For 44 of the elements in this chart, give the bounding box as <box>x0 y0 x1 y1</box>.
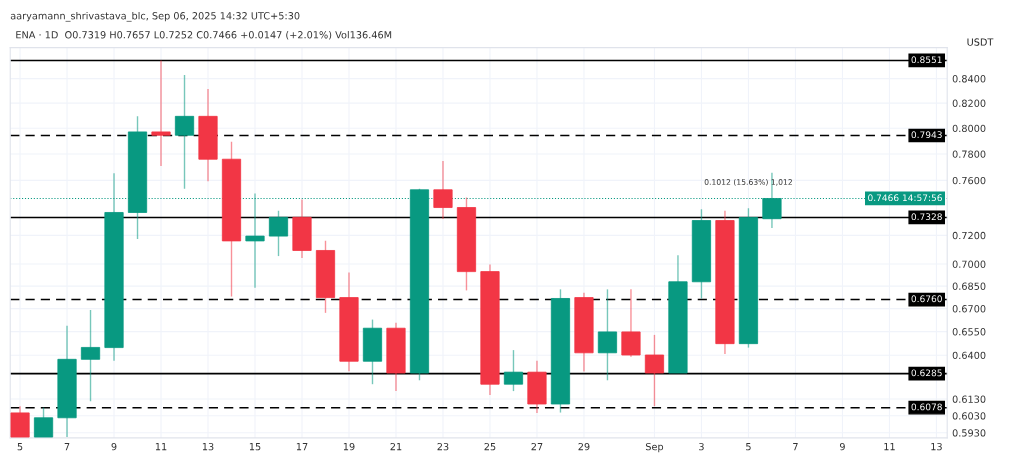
y-tick-label: 0.7600 <box>952 176 986 185</box>
x-tick-label: 19 <box>343 442 355 451</box>
x-tick-label: 3 <box>699 442 704 451</box>
x-tick-label: 25 <box>484 442 496 451</box>
y-tick-label: 0.8000 <box>952 124 986 133</box>
y-tick-label: 0.8400 <box>952 75 986 83</box>
x-tick-label: 27 <box>531 442 543 451</box>
y-tick-label: 0.6700 <box>952 305 986 313</box>
ref-line-label: 0.6760 <box>911 295 942 303</box>
x-tick-label: 5 <box>746 443 751 451</box>
y-tick-label: 0.8200 <box>952 99 986 107</box>
x-tick-label: 11 <box>884 443 895 451</box>
x-tick-label: 9 <box>111 442 117 451</box>
y-tick-label: 0.6550 <box>952 328 986 336</box>
x-tick-label: 5 <box>17 443 23 451</box>
ref-line-label: 0.8551 <box>911 56 942 64</box>
y-tick-label: 0.6850 <box>952 282 986 290</box>
y-tick-label: 0.6130 <box>952 395 986 403</box>
x-tick-label: 15 <box>249 443 261 451</box>
y-tick-label: 0.7200 <box>952 231 986 240</box>
ref-line-label: 0.7328 <box>911 213 942 221</box>
ref-line-label: 0.6285 <box>911 369 942 377</box>
x-tick-label: 29 <box>578 442 590 451</box>
chart-subtitle: ENA · 1D O0.7319 H0.7657 L0.7252 C0.7466 +0.0147 (+2.01%) Vol136.46M <box>16 30 392 40</box>
y-tick-label: 0.7800 <box>952 150 986 158</box>
x-tick-label: 21 <box>390 442 402 451</box>
y-tick-label: 0.6030 <box>952 412 986 420</box>
x-tick-label: 23 <box>437 442 449 451</box>
x-tick-label: 17 <box>296 443 308 451</box>
y-tick-label: 0.5930 <box>952 429 986 437</box>
x-tick-label: 13 <box>931 442 942 451</box>
chart-title: aaryamann_shrivastava_blc, Sep 06, 2025 14:32 UTC+5:30 <box>10 11 300 22</box>
y-tick-label: 0.7000 <box>952 260 986 268</box>
x-tick-label: 13 <box>202 442 214 451</box>
ref-line-label: 0.7466 14:57:56 <box>868 194 942 202</box>
ref-line-label: 0.7943 <box>911 131 942 139</box>
x-tick-label: 9 <box>839 442 845 451</box>
x-tick-label: 7 <box>793 443 798 451</box>
y-axis-title: USDT <box>967 38 994 46</box>
x-tick-label: 11 <box>155 443 167 451</box>
ref-line-label: 0.6078 <box>911 403 942 411</box>
x-tick-label: Sep <box>645 442 664 453</box>
y-tick-label: 0.6400 <box>952 351 986 360</box>
x-tick-label: 7 <box>64 443 70 451</box>
